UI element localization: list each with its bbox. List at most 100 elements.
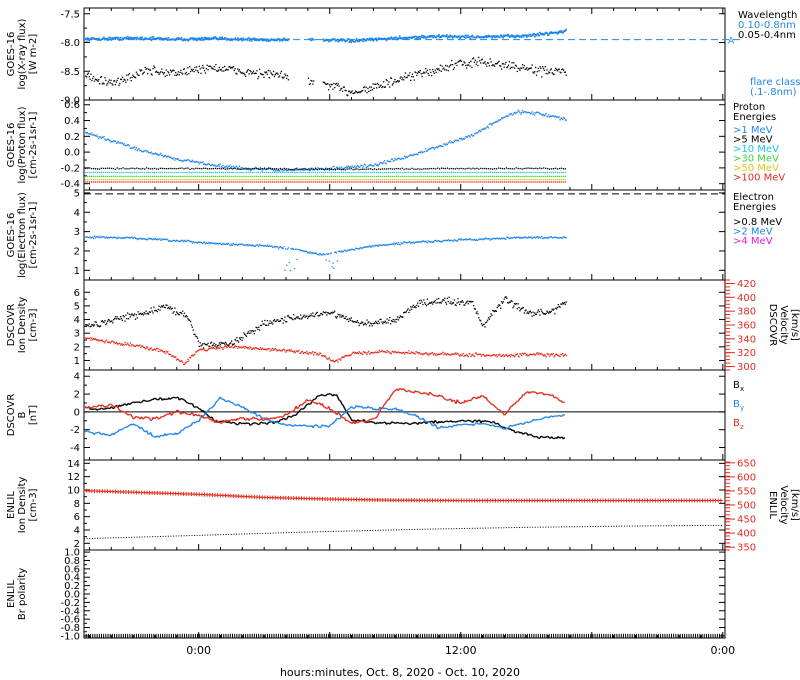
data-point — [309, 314, 311, 317]
data-point — [537, 309, 539, 311]
data-point — [116, 167, 118, 169]
data-point — [433, 301, 435, 303]
data-point — [162, 238, 165, 240]
data-point — [151, 171, 154, 174]
data-point — [389, 171, 392, 174]
data-point — [124, 144, 126, 147]
data-point — [506, 115, 508, 118]
data-point — [291, 178, 293, 181]
data-point — [546, 115, 548, 117]
data-point — [287, 178, 289, 181]
data-point — [203, 163, 205, 165]
data-point — [403, 241, 405, 243]
data-point — [526, 353, 528, 356]
data-point — [452, 178, 454, 181]
data-point — [306, 250, 308, 253]
data-point — [268, 167, 270, 170]
data-point — [450, 167, 452, 170]
data-point — [284, 349, 286, 352]
data-point — [121, 237, 124, 239]
data-point — [265, 171, 268, 174]
data-point — [201, 67, 203, 69]
data-point — [86, 131, 89, 134]
data-point — [488, 123, 490, 125]
y-tick-label: 3 — [74, 329, 80, 340]
data-point — [347, 166, 349, 168]
data-point — [555, 236, 558, 239]
data-point — [471, 239, 473, 241]
data-point — [159, 72, 161, 74]
data-point — [147, 175, 150, 178]
data-point — [476, 239, 478, 242]
data-point — [152, 152, 154, 155]
data-point — [189, 178, 191, 181]
data-point — [171, 355, 173, 357]
data-point — [473, 355, 476, 358]
data-point — [193, 181, 195, 183]
series-0-10-0-8nm — [85, 28, 567, 44]
data-point — [95, 321, 97, 323]
data-point — [461, 354, 463, 356]
data-point — [358, 175, 360, 178]
data-point — [549, 31, 552, 33]
data-point — [144, 181, 146, 183]
data-point — [432, 147, 435, 149]
data-point — [147, 171, 150, 174]
data-point — [556, 237, 559, 239]
data-point — [234, 338, 236, 341]
data-point — [403, 351, 405, 354]
data-point — [511, 62, 513, 64]
data-point — [100, 178, 103, 181]
data-point — [127, 318, 130, 320]
data-point — [462, 63, 464, 66]
data-point — [437, 147, 439, 149]
data-point — [265, 324, 268, 326]
data-point — [449, 140, 451, 142]
data-point — [322, 40, 325, 42]
data-point — [496, 121, 498, 123]
data-point — [362, 40, 364, 43]
series--30-mev — [85, 175, 566, 178]
data-point — [401, 181, 403, 183]
data-point — [467, 34, 469, 37]
data-point — [251, 348, 254, 350]
data-point — [280, 70, 283, 73]
data-point — [486, 321, 488, 323]
data-point — [87, 72, 90, 74]
data-point — [356, 168, 358, 170]
data-point — [297, 316, 299, 318]
data-point — [323, 253, 325, 256]
data-segment — [197, 407, 200, 410]
data-point — [161, 167, 164, 170]
data-point — [170, 355, 173, 357]
data-point — [188, 159, 190, 161]
data-point — [336, 167, 338, 169]
data-point — [107, 341, 110, 344]
data-point — [324, 253, 326, 256]
data-point — [500, 238, 502, 240]
data-point — [262, 323, 264, 325]
data-point — [479, 353, 481, 355]
data-point — [257, 39, 260, 42]
data-point — [296, 317, 298, 319]
data-point — [259, 166, 262, 169]
data-point — [370, 351, 373, 354]
data-point — [247, 69, 249, 71]
data-segment — [232, 421, 235, 424]
data-point — [417, 152, 420, 154]
data-point — [207, 348, 209, 351]
data-point — [134, 168, 136, 170]
data-point — [147, 239, 149, 241]
data-point — [286, 38, 288, 41]
data-point — [539, 236, 541, 239]
data-point — [486, 34, 488, 37]
data-point — [214, 181, 217, 183]
data-point — [230, 342, 232, 344]
data-point — [561, 68, 563, 71]
data-point — [218, 165, 221, 167]
data-point — [273, 168, 276, 170]
data-point — [548, 178, 551, 181]
data-point — [235, 243, 237, 245]
data-point — [114, 342, 117, 345]
